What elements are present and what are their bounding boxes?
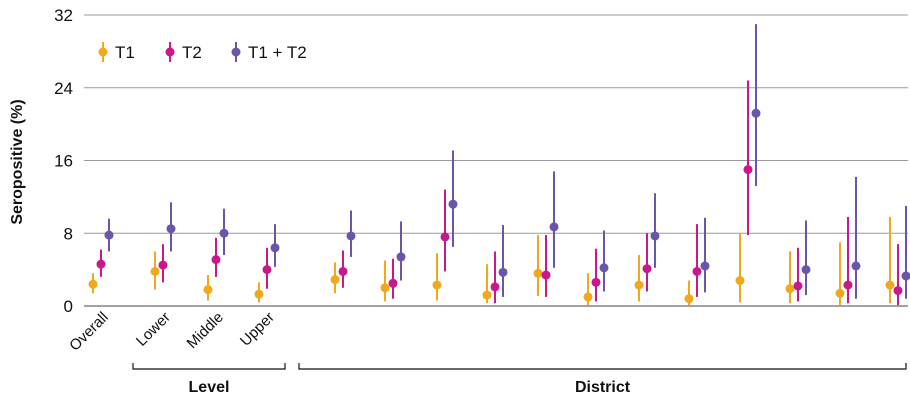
x-axis-category-labels: Overall Lower Middle Upper [66, 309, 278, 355]
point-1-13 [785, 284, 795, 294]
point-3-7 [498, 267, 508, 277]
category-groups: Level District [132, 363, 907, 396]
y-axis-ticks: 0 8 16 24 32 [54, 6, 73, 316]
group-bracket-1 [298, 363, 907, 370]
point-1-7 [482, 290, 492, 300]
point-1-14 [835, 288, 845, 298]
point-2-8 [541, 270, 551, 280]
point-3-3 [270, 243, 280, 253]
x-category-label-0: Overall [66, 309, 112, 355]
y-axis-title: Seropositive (%) [9, 99, 26, 224]
legend: T1 T2 T1 + T2 [98, 42, 307, 62]
legend-label-1: T1 [115, 43, 135, 62]
point-3-0 [104, 230, 114, 240]
y-tick-label-8: 8 [64, 224, 73, 243]
point-3-2 [219, 228, 229, 238]
point-3-4 [346, 231, 356, 241]
point-2-14 [843, 280, 853, 290]
point-1-6 [432, 280, 442, 290]
legend-label-3: T1 + T2 [248, 43, 307, 62]
point-1-10 [634, 280, 644, 290]
point-1-9 [583, 292, 593, 302]
group-label-1: District [575, 379, 631, 396]
point-3-13 [801, 265, 811, 275]
point-3-9 [599, 263, 609, 273]
point-2-4 [338, 266, 348, 276]
point-2-7 [490, 282, 500, 292]
y-tick-label-16: 16 [54, 152, 73, 171]
y-tick-label-0: 0 [64, 297, 73, 316]
legend-dot-1 [98, 47, 108, 57]
data-marks [88, 24, 910, 306]
legend-label-2: T2 [182, 43, 202, 62]
point-1-5 [380, 283, 390, 293]
point-3-12 [751, 108, 761, 118]
point-3-6 [448, 199, 458, 209]
point-3-11 [700, 261, 710, 271]
point-2-5 [388, 278, 398, 288]
point-1-1 [150, 266, 160, 276]
point-2-10 [642, 264, 652, 274]
x-category-label-2: Middle [184, 309, 227, 352]
point-2-6 [440, 232, 450, 242]
point-1-12 [735, 276, 745, 286]
legend-dot-3 [231, 47, 241, 57]
point-2-15 [893, 286, 903, 296]
point-1-8 [533, 268, 543, 278]
point-2-0 [96, 259, 106, 269]
point-3-1 [166, 224, 176, 234]
x-category-label-3: Upper [237, 309, 278, 350]
point-2-2 [211, 255, 221, 265]
point-1-2 [203, 285, 213, 295]
y-tick-label-24: 24 [54, 79, 73, 98]
point-3-15 [901, 271, 910, 281]
point-1-15 [885, 280, 895, 290]
x-category-label-1: Lower [133, 309, 174, 350]
legend-dot-2 [165, 47, 175, 57]
point-3-5 [396, 252, 406, 262]
point-1-3 [254, 289, 264, 299]
point-3-8 [549, 222, 559, 232]
point-2-3 [262, 265, 272, 275]
point-2-13 [793, 281, 803, 291]
point-2-12 [743, 165, 753, 175]
point-3-14 [851, 261, 861, 271]
point-2-1 [158, 260, 168, 270]
point-1-4 [330, 275, 340, 285]
point-2-9 [591, 277, 601, 287]
point-2-11 [692, 266, 702, 276]
point-1-11 [684, 294, 694, 304]
group-label-0: Level [189, 379, 230, 396]
y-tick-label-32: 32 [54, 6, 73, 25]
point-1-0 [88, 279, 98, 289]
group-bracket-0 [132, 363, 286, 370]
point-3-10 [650, 231, 660, 241]
